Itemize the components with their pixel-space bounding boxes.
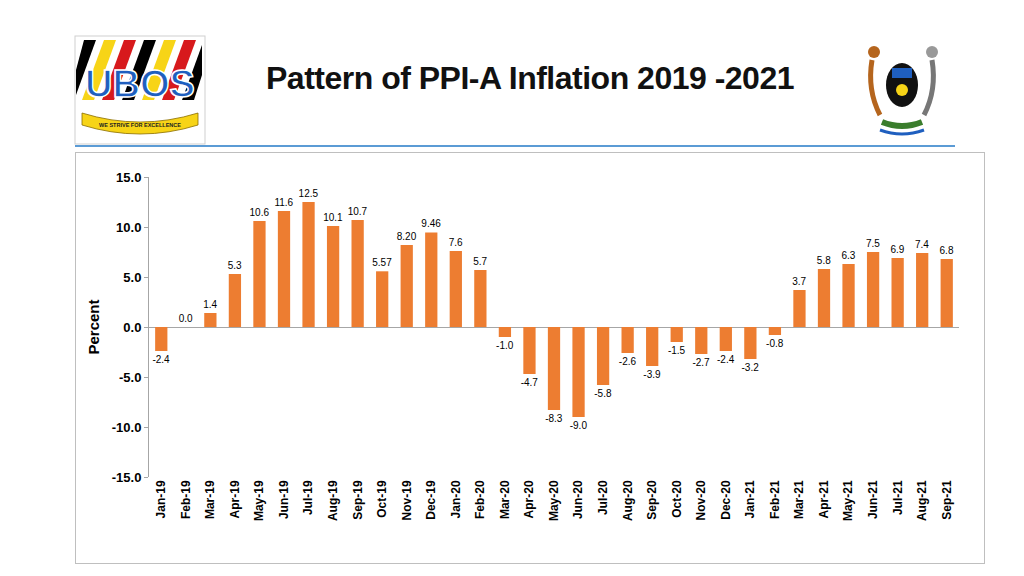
svg-text:Jun-19: Jun-19 [277, 480, 291, 519]
svg-text:5.7: 5.7 [473, 256, 487, 267]
svg-text:8.20: 8.20 [397, 231, 417, 242]
svg-text:Dec-20: Dec-20 [719, 480, 733, 520]
svg-text:Aug-19: Aug-19 [326, 480, 340, 521]
svg-text:5.8: 5.8 [817, 255, 831, 266]
svg-text:Feb-19: Feb-19 [179, 480, 193, 519]
svg-text:Dec-19: Dec-19 [424, 480, 438, 520]
svg-text:-9.0: -9.0 [570, 420, 588, 431]
svg-text:Nov-20: Nov-20 [694, 480, 708, 520]
svg-text:Jan-21: Jan-21 [743, 480, 757, 518]
svg-text:Sep-21: Sep-21 [940, 480, 954, 520]
svg-text:-2.4: -2.4 [717, 354, 735, 365]
svg-text:-1.5: -1.5 [668, 345, 686, 356]
svg-text:Nov-19: Nov-19 [400, 480, 414, 520]
svg-text:May-19: May-19 [252, 480, 266, 521]
svg-text:Mar-21: Mar-21 [792, 480, 806, 519]
svg-text:5.3: 5.3 [228, 260, 242, 271]
svg-text:6.3: 6.3 [841, 250, 855, 261]
svg-text:-4.7: -4.7 [521, 377, 539, 388]
svg-text:10.7: 10.7 [348, 206, 368, 217]
svg-text:0.0: 0.0 [179, 313, 193, 324]
svg-text:10.6: 10.6 [250, 207, 270, 218]
svg-text:Mar-20: Mar-20 [498, 480, 512, 519]
html-text:Pattern of PPI-A Inflation 201: Pattern of PPI-A Inflation 2019 -2021 [266, 60, 794, 96]
svg-text:Oct-19: Oct-19 [375, 480, 389, 518]
svg-text:Jul-19: Jul-19 [301, 480, 315, 515]
svg-text:-1.0: -1.0 [496, 340, 514, 351]
svg-text:-5.0: -5.0 [119, 370, 141, 385]
svg-text:6.9: 6.9 [890, 244, 904, 255]
svg-text:Aug-21: Aug-21 [915, 480, 929, 521]
svg-text:May-21: May-21 [841, 480, 855, 521]
svg-text:-2.6: -2.6 [619, 356, 637, 367]
svg-text:0.0: 0.0 [123, 320, 141, 335]
svg-text:6.8: 6.8 [940, 245, 954, 256]
svg-text:Oct-20: Oct-20 [670, 480, 684, 518]
svg-text:-3.2: -3.2 [742, 362, 760, 373]
svg-text:-10.0: -10.0 [112, 420, 142, 435]
svg-text:Mar-19: Mar-19 [203, 480, 217, 519]
svg-text:15.0: 15.0 [116, 170, 141, 185]
svg-text:Apr-20: Apr-20 [522, 480, 536, 518]
svg-text:5.57: 5.57 [372, 257, 392, 268]
svg-text:Sep-20: Sep-20 [645, 480, 659, 520]
svg-text:3.7: 3.7 [792, 276, 806, 287]
svg-text:12.5: 12.5 [299, 188, 319, 199]
svg-text:-15.0: -15.0 [112, 470, 142, 485]
svg-text:-2.7: -2.7 [692, 357, 710, 368]
svg-text:Aug-20: Aug-20 [621, 480, 635, 521]
svg-text:WE STRIVE FOR EXCELLENCE: WE STRIVE FOR EXCELLENCE [99, 122, 181, 128]
svg-text:7.5: 7.5 [866, 238, 880, 249]
svg-text:Jun-21: Jun-21 [866, 480, 880, 519]
svg-text:5.0: 5.0 [123, 270, 141, 285]
svg-text:10.0: 10.0 [116, 220, 141, 235]
svg-text:-0.8: -0.8 [766, 338, 784, 349]
svg-text:Apr-21: Apr-21 [817, 480, 831, 518]
svg-text:Jul-20: Jul-20 [596, 480, 610, 515]
svg-text:Jul-21: Jul-21 [891, 480, 905, 515]
svg-text:7.4: 7.4 [915, 239, 929, 250]
svg-text:Jun-20: Jun-20 [571, 480, 585, 519]
svg-text:Percent: Percent [85, 299, 102, 354]
svg-text:1.4: 1.4 [203, 299, 217, 310]
svg-text:UBOS: UBOS [85, 63, 195, 105]
svg-text:Sep-19: Sep-19 [351, 480, 365, 520]
svg-text:9.46: 9.46 [421, 218, 441, 229]
svg-text:Feb-20: Feb-20 [473, 480, 487, 519]
svg-text:10.1: 10.1 [323, 212, 343, 223]
svg-text:-5.8: -5.8 [594, 388, 612, 399]
svg-text:-2.4: -2.4 [152, 354, 170, 365]
svg-text:11.6: 11.6 [274, 197, 293, 208]
svg-text:Feb-21: Feb-21 [768, 480, 782, 519]
svg-text:-3.9: -3.9 [643, 369, 661, 380]
svg-text:May-20: May-20 [547, 480, 561, 521]
svg-text:Jan-20: Jan-20 [449, 480, 463, 518]
svg-text:-8.3: -8.3 [545, 413, 563, 424]
svg-text:Apr-19: Apr-19 [228, 480, 242, 518]
svg-text:7.6: 7.6 [449, 237, 463, 248]
svg-text:Jan-19: Jan-19 [154, 480, 168, 518]
